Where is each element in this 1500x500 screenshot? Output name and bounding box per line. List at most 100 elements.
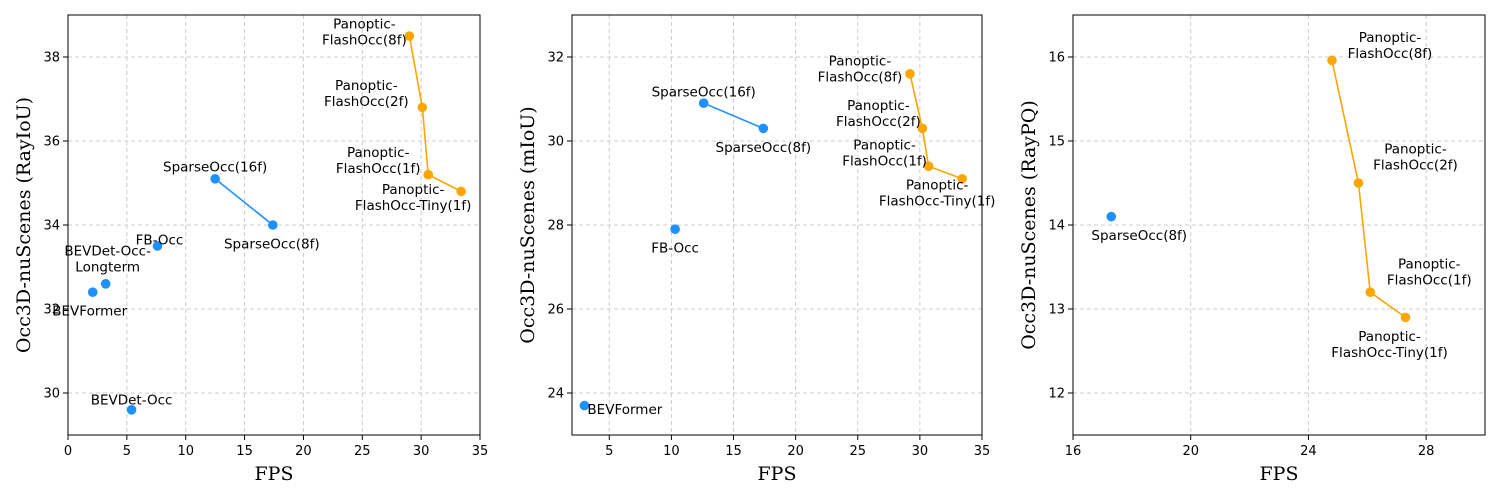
y-tick-label: 15	[1048, 135, 1065, 150]
data-point	[1353, 178, 1364, 188]
x-tick-label: 5	[605, 444, 613, 459]
point-label: BEVDet-Occ-	[64, 243, 151, 259]
data-point	[152, 241, 163, 251]
y-axis-title: Occ3D-nuScenes (mIoU)	[517, 106, 539, 343]
point-label: FlashOcc-Tiny(1f)	[355, 198, 471, 214]
data-point	[1106, 211, 1117, 222]
x-tick-label: 24	[1300, 444, 1317, 459]
x-tick-label: 35	[472, 444, 489, 459]
point-label: FB-Occ	[136, 233, 184, 249]
x-tick-label: 15	[236, 444, 253, 459]
chart-panel-1: 0 5 10 15 20 25 30 35 30 32 34 36 38 FPS Occ3D-nuScene…	[13, 14, 489, 485]
point-label: SparseOcc(8f)	[224, 237, 320, 253]
x-tick-label: 20	[295, 444, 312, 459]
y-tick-label: 24	[547, 387, 564, 402]
data-point	[417, 102, 428, 113]
x-axis-title: FPS	[758, 463, 797, 485]
x-tick-label: 0	[64, 444, 72, 459]
y-tick-label: 34	[43, 219, 60, 234]
series-line-orange	[909, 73, 963, 180]
point-label: Panoptic-	[1398, 257, 1461, 273]
point-label: SparseOcc(8f)	[1091, 228, 1187, 244]
point-label: Panoptic-	[829, 53, 892, 69]
data-point	[87, 287, 98, 298]
x-axis-title: FPS	[255, 463, 294, 485]
point-label: FlashOcc-Tiny(1f)	[879, 193, 995, 209]
y-tick-label: 26	[547, 303, 564, 318]
chart-panel-3: 16 20 24 28 12 13 14 15 16 FPS Occ3D-nuScenes (Ray…	[1018, 14, 1486, 485]
point-label: SparseOcc(16f)	[652, 85, 756, 101]
x-tick-label: 20	[787, 444, 804, 459]
x-tick-label: 10	[177, 444, 194, 459]
series-line-blue	[703, 102, 764, 130]
series-line-blue	[214, 178, 274, 226]
x-tick-label: 30	[912, 444, 929, 459]
data-point	[698, 98, 709, 108]
point-label: Panoptic-	[906, 177, 969, 193]
point-label: Panoptic-	[1384, 142, 1447, 158]
point-label: FlashOcc(1f)	[1387, 273, 1472, 289]
y-tick-label: 28	[547, 219, 564, 234]
point-label: SparseOcc(16f)	[163, 159, 267, 175]
data-point	[404, 31, 415, 41]
point-label: FB-Occ	[651, 241, 699, 257]
point-label: FlashOcc(2f)	[324, 94, 409, 110]
x-tick-label: 5	[123, 444, 131, 459]
data-point	[210, 174, 220, 184]
point-label: Panoptic-	[333, 17, 396, 33]
y-tick-label: 32	[43, 303, 60, 318]
point-label: FlashOcc(1f)	[842, 154, 927, 170]
data-point	[957, 174, 967, 184]
x-tick-label: 28	[1418, 444, 1435, 459]
data-point	[423, 169, 434, 180]
point-label: FlashOcc(8f)	[322, 33, 407, 49]
plot-frame	[1072, 14, 1486, 436]
x-tick-label: 25	[354, 444, 371, 459]
y-axis-title: Occ3D-nuScenes (RayPQ)	[1018, 100, 1040, 350]
y-tick-label: 12	[1048, 387, 1065, 402]
data-point	[268, 220, 278, 230]
data-point	[100, 279, 111, 289]
point-label: SparseOcc(8f)	[716, 140, 812, 156]
x-tick-label: 20	[1182, 444, 1199, 459]
point-label: FlashOcc(1f)	[336, 161, 421, 177]
data-point	[758, 123, 769, 134]
point-label: FlashOcc-Tiny(1f)	[1331, 345, 1447, 361]
point-label: FlashOcc(2f)	[1373, 158, 1458, 174]
point-label: Panoptic-	[1358, 329, 1421, 345]
data-point	[579, 400, 590, 411]
point-label: BEVFormer	[52, 304, 127, 320]
data-point	[670, 224, 680, 234]
chart-panel-2: 5 10 15 20 25 30 35 24 26 28 30 32 FPS Occ3D-nuScenes…	[517, 14, 995, 485]
data-point	[917, 123, 928, 134]
x-tick-label: 30	[413, 444, 430, 459]
data-point	[923, 161, 934, 171]
x-tick-label: 25	[849, 444, 866, 459]
x-axis-title: FPS	[1260, 463, 1299, 485]
point-label: BEVDet-Occ	[91, 392, 173, 408]
y-tick-label: 13	[1048, 303, 1065, 318]
point-label: Panoptic-	[382, 182, 445, 198]
y-axis-title: Occ3D-nuScenes (RayIoU)	[13, 97, 35, 353]
series-line-orange	[408, 35, 462, 193]
y-tick-label: 36	[43, 135, 60, 150]
point-label: Panoptic-	[847, 98, 910, 114]
y-tick-label: 16	[1048, 51, 1065, 66]
plot-frame	[67, 14, 481, 436]
data-point	[905, 69, 915, 79]
y-tick-label: 32	[547, 51, 564, 66]
series-line-orange	[1331, 60, 1407, 319]
data-point	[126, 405, 137, 415]
x-tick-label: 15	[725, 444, 742, 459]
y-tick-label: 30	[43, 387, 60, 402]
point-label: FlashOcc(8f)	[818, 69, 903, 85]
y-tick-label: 30	[547, 135, 564, 150]
point-label: Longterm	[75, 259, 140, 275]
point-label: FlashOcc(8f)	[1348, 46, 1433, 62]
y-tick-label: 14	[1048, 219, 1065, 234]
x-tick-label: 35	[974, 444, 991, 459]
plot-frame	[571, 14, 983, 436]
data-point	[1327, 55, 1337, 66]
point-label: Panoptic-	[347, 145, 410, 161]
